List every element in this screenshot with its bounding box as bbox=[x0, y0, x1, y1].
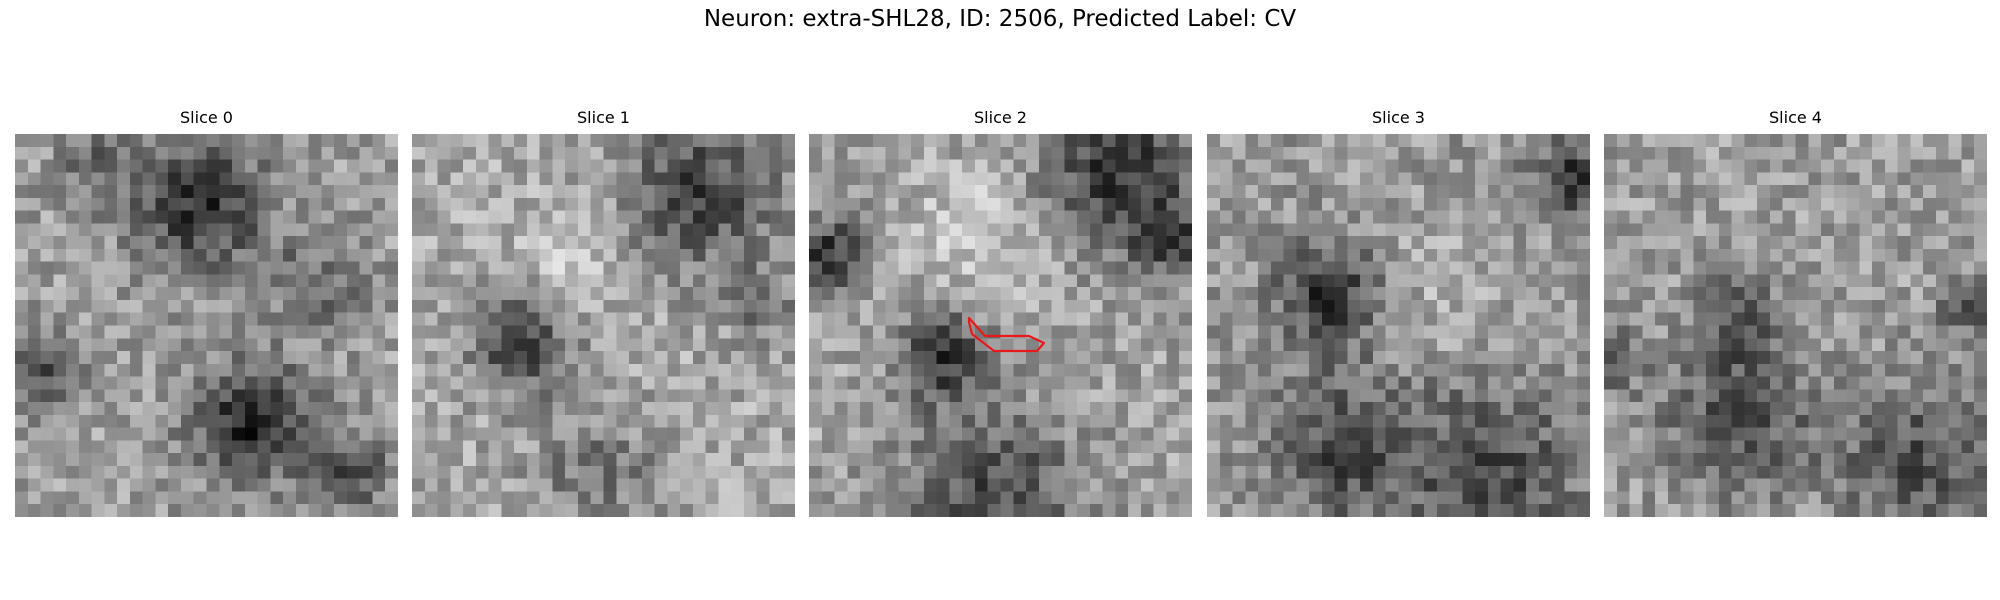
slice-title: Slice 3 bbox=[1372, 108, 1425, 127]
slice-title: Slice 1 bbox=[577, 108, 630, 127]
slice-panel-2: Slice 2 bbox=[809, 108, 1192, 528]
slice-panel-4: Slice 4 bbox=[1604, 108, 1987, 528]
slice-image bbox=[412, 134, 795, 517]
slice-panel-0: Slice 0 bbox=[15, 108, 398, 528]
neuron-contour bbox=[967, 316, 1046, 353]
slice-panel-3: Slice 3 bbox=[1207, 108, 1590, 528]
slice-title: Slice 4 bbox=[1769, 108, 1822, 127]
slice-image bbox=[809, 134, 1192, 517]
slice-title: Slice 2 bbox=[974, 108, 1027, 127]
slice-image bbox=[15, 134, 398, 517]
slice-title: Slice 0 bbox=[180, 108, 233, 127]
slice-image bbox=[1604, 134, 1987, 517]
contour-overlay bbox=[967, 316, 1046, 353]
slice-image bbox=[1207, 134, 1590, 517]
slice-panel-1: Slice 1 bbox=[412, 108, 795, 528]
figure-title: Neuron: extra-SHL28, ID: 2506, Predicted… bbox=[703, 6, 1297, 32]
